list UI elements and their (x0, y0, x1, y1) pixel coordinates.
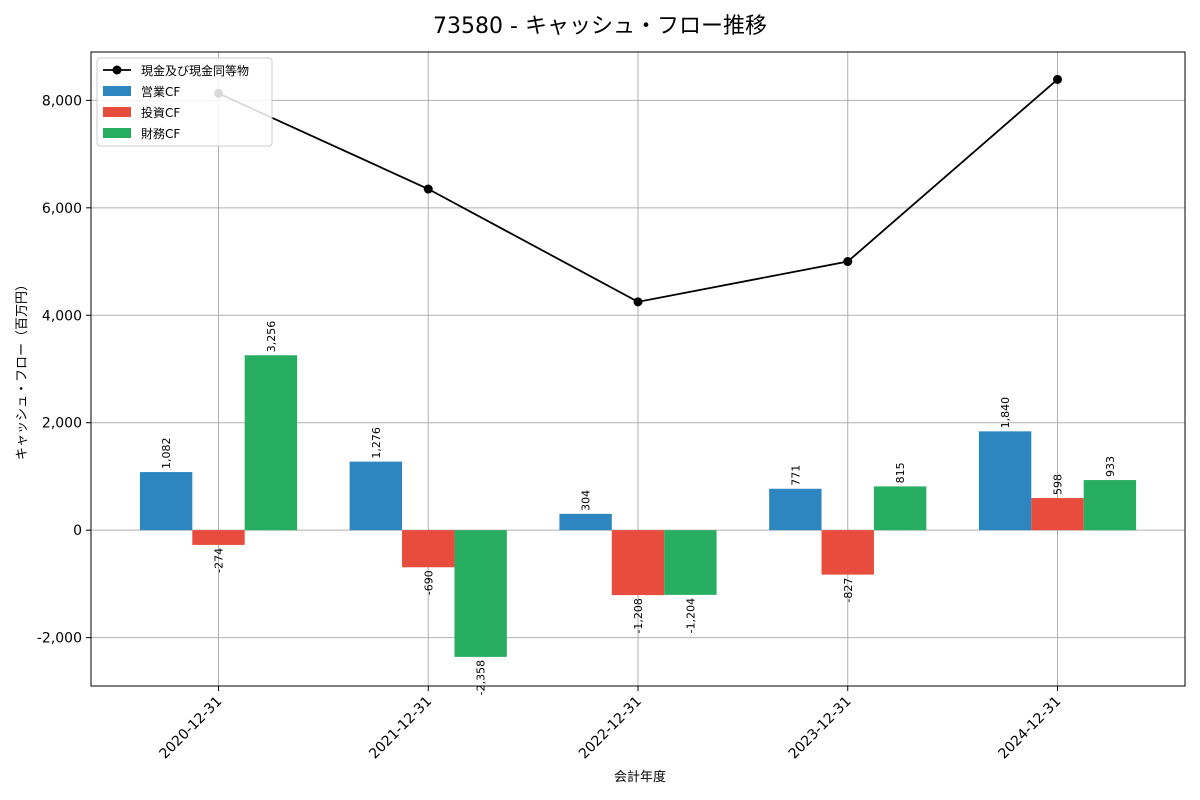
data-label: 1,082 (160, 438, 173, 470)
cash-balance-point (423, 184, 433, 194)
data-label: 3,256 (265, 321, 278, 353)
bar (1031, 498, 1084, 531)
bar (559, 513, 612, 531)
data-label: 1,840 (999, 397, 1012, 429)
x-tick-label: 2021-12-31 (366, 694, 435, 763)
bar (402, 530, 455, 568)
line-layer (214, 74, 1062, 307)
legend-label: 投資CF (141, 105, 180, 120)
cash-balance-point (633, 297, 643, 307)
legend-frame (96, 57, 273, 147)
data-label: -690 (422, 570, 435, 595)
chart-title: 73580 - キャッシュ・フロー推移 (433, 14, 767, 39)
bar-layer (139, 355, 1137, 657)
data-label: 815 (894, 462, 907, 483)
bar (1083, 480, 1137, 531)
legend-bar-swatch (103, 86, 131, 96)
tick-layer: -2,000 0 2,000 4,000 6,000 8,000 2020-12-31 202… (37, 93, 1064, 762)
data-label: -1,204 (684, 598, 697, 633)
y-tick-label: 2,000 (42, 416, 82, 432)
bar (611, 530, 665, 596)
legend-line-marker (112, 65, 122, 75)
legend-bar-swatch (103, 128, 131, 138)
data-label: 933 (1104, 456, 1117, 477)
y-axis-label: キャッシュ・フロー（百万円） (15, 278, 30, 460)
bar (454, 530, 507, 657)
data-label: 1,276 (370, 427, 383, 459)
y-tick-label: 0 (73, 523, 82, 539)
x-tick-label: 2022-12-31 (576, 694, 645, 763)
bar (192, 530, 245, 545)
bar (873, 486, 927, 531)
data-label: 771 (789, 465, 802, 486)
y-tick-label: 4,000 (42, 308, 82, 324)
legend-label: 営業CF (141, 85, 180, 99)
x-tick-label: 2020-12-31 (156, 694, 225, 763)
cash-balance-point (843, 257, 853, 267)
bar (821, 530, 874, 575)
bar (349, 461, 403, 531)
bar (769, 488, 822, 531)
x-tick-label: 2023-12-31 (786, 694, 855, 763)
data-label: -827 (842, 578, 855, 603)
y-tick-label: 8,000 (42, 93, 82, 109)
data-label-layer: 1,082 1,276 304 771 1,840 -274 -690 -1,208 -827 5… (160, 321, 1117, 696)
legend-bar-swatch (103, 107, 131, 117)
legend-label: 現金及び現金同等物 (141, 63, 249, 78)
bar (139, 472, 193, 531)
bar (664, 530, 717, 595)
bar (244, 355, 298, 531)
data-label: 304 (580, 490, 593, 511)
x-tick-label: 2024-12-31 (995, 694, 1064, 763)
legend-label: 財務CF (141, 126, 180, 141)
y-tick-label: 6,000 (42, 201, 82, 217)
cash-balance-point (1053, 74, 1062, 84)
data-label: -2,358 (475, 660, 488, 695)
data-label: 598 (1052, 474, 1065, 495)
x-axis-label: 会計年度 (614, 769, 666, 785)
data-label: -1,208 (632, 598, 645, 633)
bar (978, 431, 1032, 531)
y-tick-label: -2,000 (37, 631, 82, 647)
data-label: -274 (213, 548, 226, 573)
